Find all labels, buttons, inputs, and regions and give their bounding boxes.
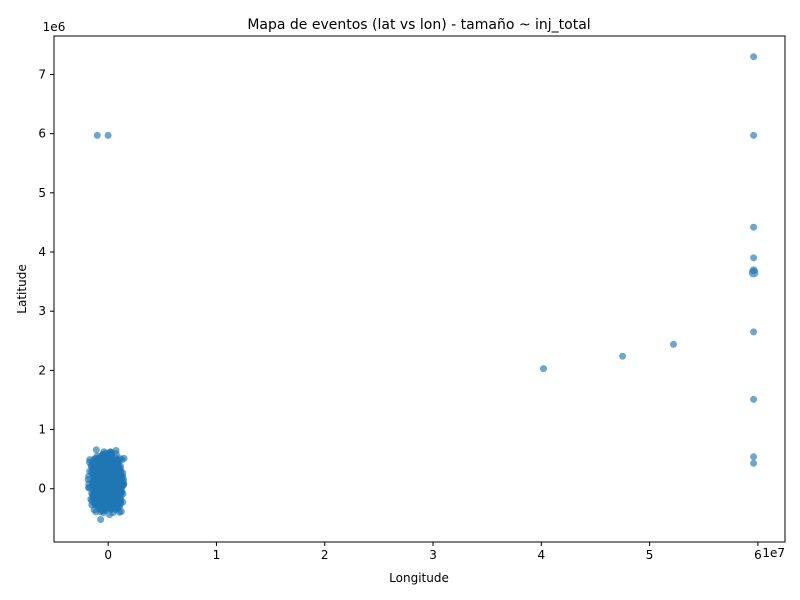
x-tick-label: 2 (321, 548, 329, 562)
y-tick-label: 3 (38, 304, 46, 318)
y-axis-label: Latitude (15, 264, 29, 313)
data-point (750, 328, 758, 336)
chart-title: Mapa de eventos (lat vs lon) - tamaño ~ … (247, 17, 590, 33)
data-point (87, 495, 95, 503)
y-axis: 0 1 2 3 4 5 6 7 (38, 67, 54, 496)
x-tick-label: 4 (538, 548, 546, 562)
data-point (89, 459, 96, 467)
data-point (110, 487, 118, 495)
data-point (104, 479, 112, 487)
data-point (116, 475, 124, 483)
data-point (540, 365, 547, 373)
data-point (750, 53, 758, 61)
data-point (750, 459, 758, 467)
data-point (102, 493, 110, 501)
data-point (92, 473, 99, 481)
data-point (106, 511, 113, 518)
data-point (112, 447, 120, 454)
data-point (100, 500, 108, 508)
y-tick-label: 1 (38, 423, 46, 437)
x-tick-label: 6 (754, 548, 762, 562)
data-point (92, 446, 100, 454)
y-tick-label: 4 (38, 245, 46, 259)
y-tick-label: 5 (38, 186, 46, 200)
data-point (105, 457, 113, 465)
x-tick-label: 1 (213, 548, 221, 562)
data-point (750, 395, 758, 403)
y-tick-label: 0 (38, 482, 46, 496)
data-point (113, 500, 121, 508)
x-tick-label: 3 (429, 548, 437, 562)
x-axis: 0 1 2 3 4 5 6 (104, 542, 762, 562)
data-point (96, 505, 104, 513)
data-point (619, 352, 627, 360)
data-point (750, 254, 758, 262)
data-point (750, 453, 758, 461)
data-point (748, 267, 759, 278)
data-point (111, 468, 119, 476)
data-point (90, 479, 98, 487)
y-axis-offset-label: 1e6 (43, 20, 66, 34)
data-point (120, 454, 128, 462)
plot-area (53, 35, 786, 543)
x-tick-label: 0 (104, 548, 112, 562)
y-tick-label: 7 (38, 67, 46, 81)
y-tick-label: 2 (38, 363, 46, 377)
data-point (750, 131, 758, 139)
data-point (99, 460, 107, 468)
axes-frame (53, 35, 786, 543)
data-point (93, 131, 101, 139)
data-point (100, 465, 108, 473)
data-point (97, 516, 105, 523)
data-point (670, 340, 677, 348)
x-axis-label: Longitude (389, 571, 449, 585)
points-layer (84, 53, 759, 523)
x-tick-label: 5 (646, 548, 654, 562)
data-point (92, 468, 100, 476)
y-tick-label: 6 (38, 127, 46, 141)
data-point (113, 492, 121, 500)
data-point (750, 223, 758, 231)
data-point (112, 459, 120, 467)
data-point (104, 131, 112, 139)
data-point (85, 484, 92, 492)
x-axis-offset-label: 1e7 (762, 546, 785, 560)
